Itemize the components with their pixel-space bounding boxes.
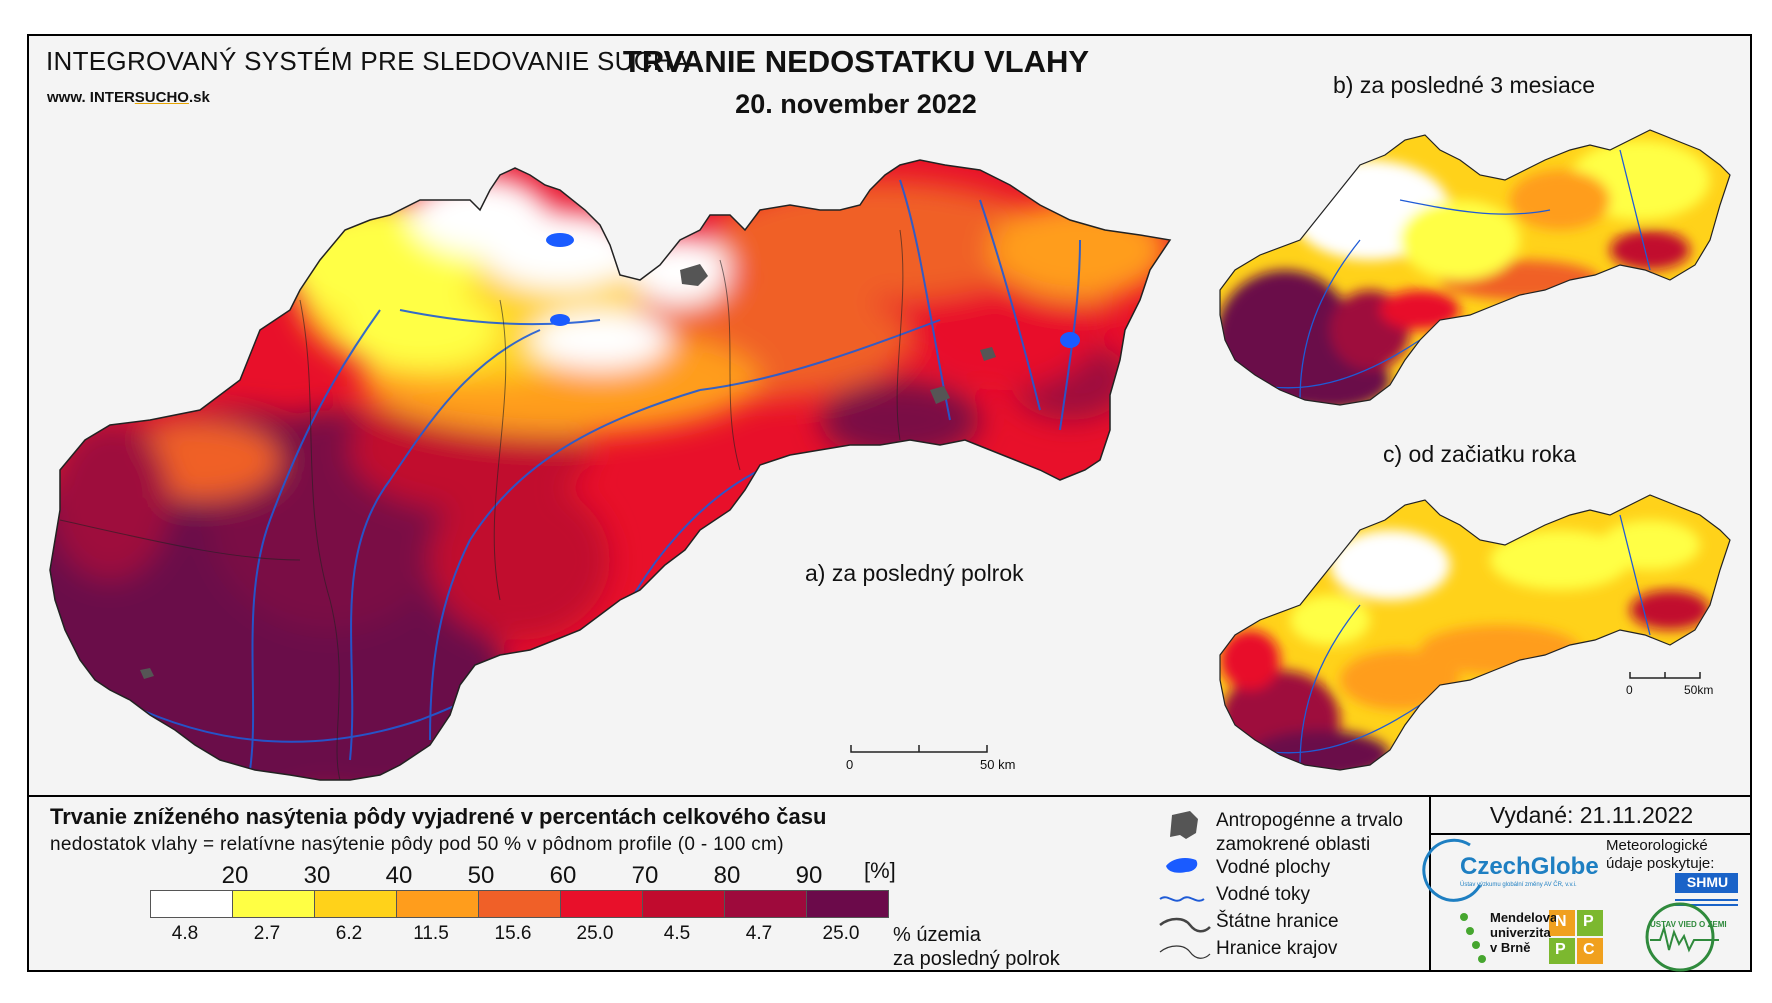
main-title: TRVANIE NEDOSTATKU VLAHY — [622, 44, 1090, 79]
legend-tick: 30 — [303, 862, 331, 889]
url-prefix: www. — [47, 89, 90, 106]
small-scale-bar — [1629, 672, 1701, 679]
legend-item-state-border: Štátne hranice — [1216, 911, 1339, 932]
panel-b-border — [1219, 129, 1731, 406]
small-scale-end: 50km — [1684, 683, 1714, 697]
legend-tick: 60 — [549, 862, 577, 889]
legend-tick: 80 — [713, 862, 741, 889]
small-scale-zero: 0 — [1626, 683, 1633, 697]
legend-tick: 50 — [467, 862, 495, 889]
uvz-name: ÚSTAV VIED O ZEMI — [1650, 920, 1727, 929]
panel-a-label: a) za posledný polrok — [805, 560, 1024, 586]
class-percent: 25.0 — [822, 923, 860, 944]
legend-title: Trvanie zníženého nasýtenia pôdy vyjadre… — [50, 804, 827, 829]
legend-tick: 20 — [221, 862, 249, 889]
class-percent: 6.2 — [335, 923, 363, 944]
panel-b-label: b) za posledné 3 mesiace — [1333, 72, 1596, 98]
shmu-label: SHMU — [1686, 874, 1729, 890]
legend-tick: 40 — [385, 862, 413, 889]
panel-c-label: c) od začiatku roka — [1383, 441, 1577, 467]
class-percent: 15.6 — [494, 923, 532, 944]
map-date: 20. november 2022 — [735, 89, 977, 119]
url-sucho: SUCHO — [134, 89, 189, 106]
legend-unit: [%] — [864, 858, 896, 883]
percent-unit-line1: % územia — [893, 924, 981, 946]
color-scale — [150, 890, 889, 918]
percent-unit-line2: za posledný polrok — [893, 948, 1060, 970]
issued-box-line — [1429, 833, 1752, 835]
nppc-letter: P — [1555, 941, 1566, 958]
issued-date: Vydané: 21.11.2022 — [1489, 802, 1694, 828]
color-class — [561, 891, 643, 917]
nppc-letter: N — [1555, 913, 1567, 930]
color-class — [479, 891, 561, 917]
main-scale-end: 50 km — [980, 757, 1016, 772]
class-percent: 4.5 — [663, 923, 691, 944]
nppc-letter: C — [1583, 941, 1595, 958]
legend-tick: 90 — [795, 862, 823, 889]
legend-item-rivers: Vodné toky — [1216, 884, 1311, 905]
website-url[interactable]: www. INTERSUCHO.sk — [47, 89, 210, 106]
color-class — [315, 891, 397, 917]
color-class — [807, 891, 888, 917]
meteo-credit: Meteorologické údaje poskytuje: — [1606, 837, 1715, 872]
color-class — [725, 891, 807, 917]
mendel-line: v Brně — [1490, 940, 1531, 955]
mendel-line: Mendelova — [1490, 910, 1558, 925]
map-panel-a — [50, 160, 1170, 780]
legend-label: zamokrené oblasti — [1216, 834, 1371, 855]
color-class — [233, 891, 315, 917]
legend-subtitle: nedostatok vlahy = relatívne nasýtenie p… — [50, 834, 784, 855]
color-class — [397, 891, 479, 917]
legend-separator — [27, 795, 1752, 797]
map-panel-c — [1220, 495, 1730, 770]
class-percent: 25.0 — [576, 923, 614, 944]
mendel-line: univerzita — [1490, 925, 1551, 940]
czechglobe-subtitle: Ústav výzkumu globální změny AV ČR, v.v.… — [1460, 882, 1577, 888]
czechglobe-name: CzechGlobe — [1460, 853, 1599, 880]
legend-item-region-border: Hranice krajov — [1216, 938, 1338, 959]
url-inter: INTER — [89, 89, 135, 106]
panel-c-border — [1219, 494, 1731, 771]
legend-tick: 70 — [631, 862, 659, 889]
legend-item-anthropogenic: Antropogénne a trvalo zamokrené oblasti — [1216, 809, 1403, 857]
class-percent: 4.7 — [745, 923, 773, 944]
panel-a-border — [49, 159, 1172, 781]
main-scale-zero: 0 — [846, 757, 854, 772]
url-suffix: .sk — [188, 89, 210, 106]
percent-unit-label: % územia za posledný polrok — [893, 923, 1093, 971]
mendel-university: Mendelova univerzita v Brně — [1490, 910, 1570, 955]
class-percent: 4.8 — [171, 923, 199, 944]
legend-item-water: Vodné plochy — [1216, 857, 1331, 878]
system-title: INTEGROVANÝ SYSTÉM PRE SLEDOVANIE SUCHA — [46, 46, 690, 76]
map-panel-b — [1220, 130, 1730, 405]
legend-label: Antropogénne a trvalo — [1216, 810, 1403, 831]
class-percent: 11.5 — [413, 923, 449, 944]
class-percent: 2.7 — [253, 923, 281, 944]
color-class — [643, 891, 725, 917]
color-class — [151, 891, 233, 917]
nppc-letter: P — [1583, 913, 1594, 930]
main-scale-bar — [850, 745, 988, 753]
